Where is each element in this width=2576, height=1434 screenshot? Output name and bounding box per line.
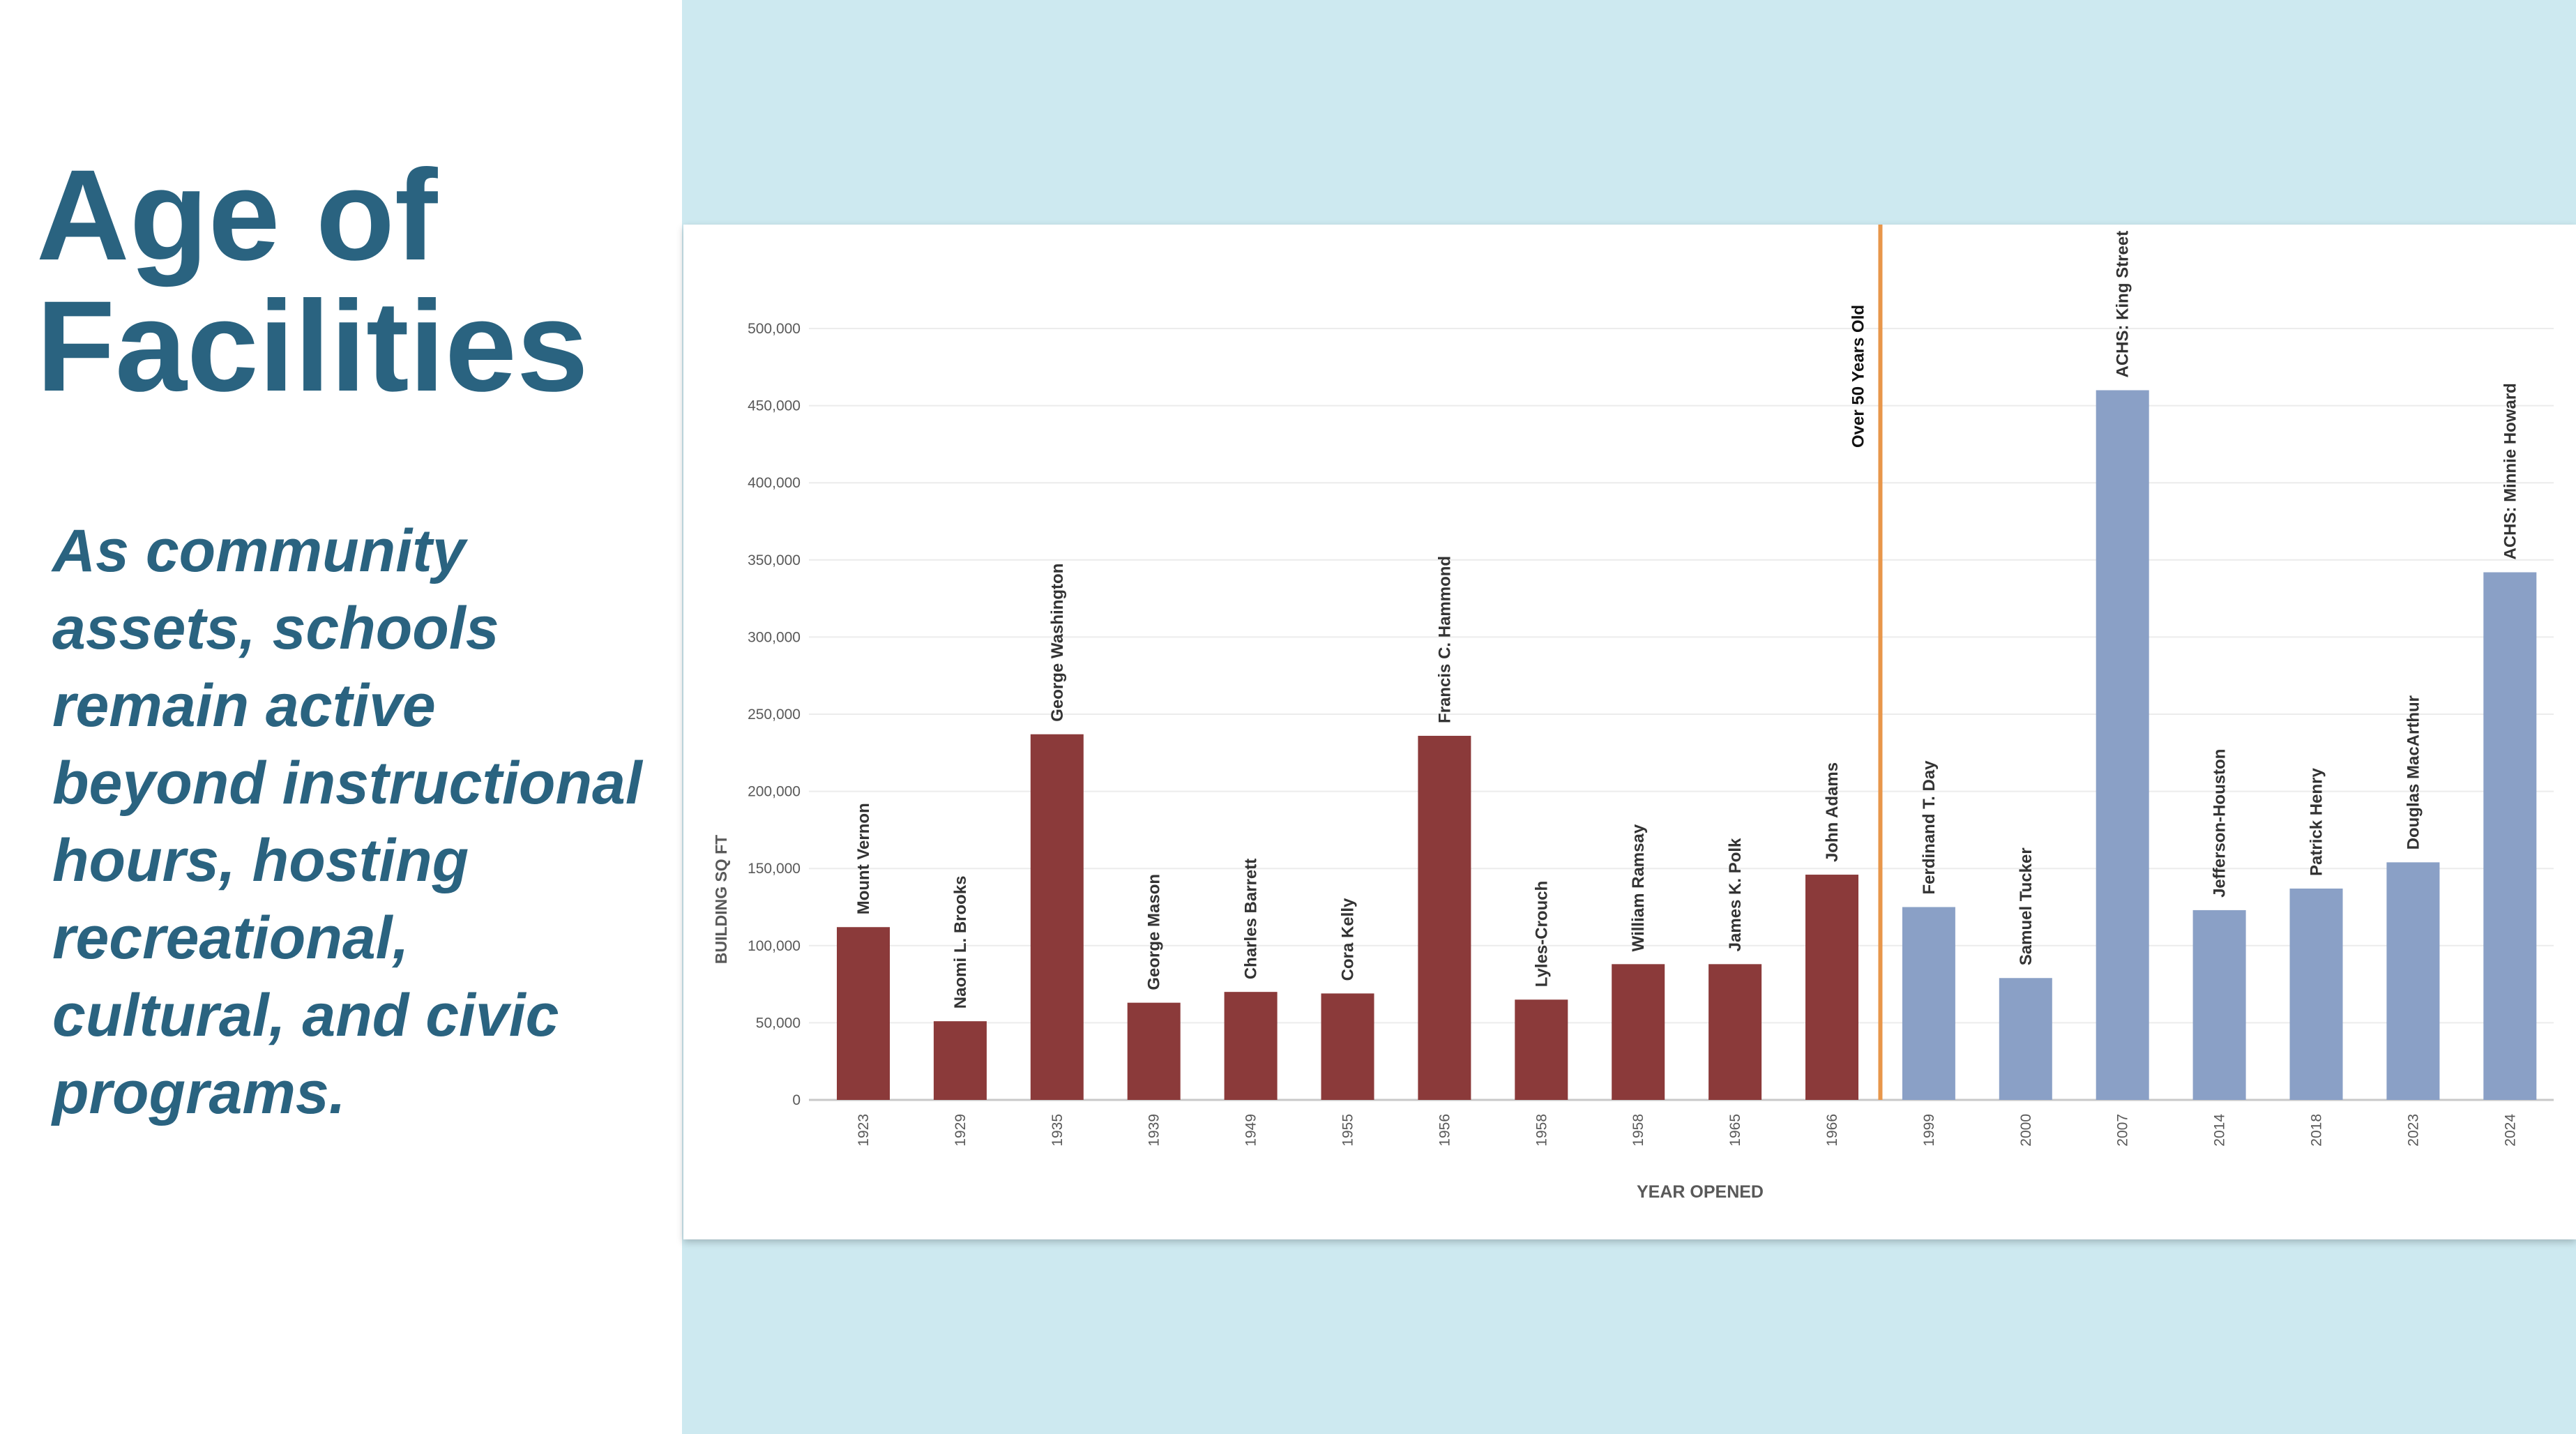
y-tick-label: 150,000 <box>748 861 801 877</box>
bar <box>2192 910 2246 1100</box>
x-tick-label: 1999 <box>1921 1114 1937 1147</box>
bar-school-label: Samuel Tucker <box>2017 847 2036 965</box>
bar-school-label: Ferdinand T. Day <box>1920 760 1939 895</box>
chart-card: 0 50,000 100,000 150,000 200,000 250,000 300,0… <box>683 225 2576 1239</box>
y-tick-label: 400,000 <box>748 475 801 491</box>
bar <box>1321 993 1374 1100</box>
bar-school-label: James K. Polk <box>1726 838 1745 951</box>
x-tick-label: 1966 <box>1824 1114 1840 1147</box>
x-tick-label: 1956 <box>1437 1114 1453 1147</box>
bar <box>2483 572 2537 1100</box>
over-50-divider-label: Over 50 Years Old <box>1849 305 1867 448</box>
bar <box>933 1021 987 1100</box>
bar-school-label: ACHS: Minnie Howard <box>2501 383 2520 559</box>
x-tick-label: 1939 <box>1146 1114 1162 1147</box>
y-tick-label: 350,000 <box>748 552 801 568</box>
bar <box>2289 888 2343 1100</box>
bar-school-label: Douglas MacArthur <box>2404 695 2423 850</box>
x-tick-label: 2018 <box>2309 1114 2325 1147</box>
x-tick-label: 1935 <box>1050 1114 1066 1147</box>
x-tick-label: 2023 <box>2405 1114 2421 1147</box>
bar <box>2096 390 2149 1100</box>
x-tick-label: 1949 <box>1243 1114 1259 1147</box>
bar-school-label: William Ramsay <box>1629 824 1648 951</box>
bar <box>1127 1002 1181 1100</box>
bar-school-label: Charles Barrett <box>1242 859 1261 979</box>
x-tick-label: 1929 <box>953 1114 969 1147</box>
y-tick-label: 500,000 <box>748 321 801 337</box>
bar-school-label: Cora Kelly <box>1339 898 1358 981</box>
y-tick-label: 50,000 <box>756 1015 801 1031</box>
bar <box>1902 907 1955 1100</box>
bar-school-label: Mount Vernon <box>854 803 873 914</box>
bar <box>1805 875 1858 1100</box>
y-tick-label: 250,000 <box>748 707 801 723</box>
y-tick-label: 0 <box>792 1092 801 1108</box>
x-tick-label: 1958 <box>1630 1114 1646 1147</box>
bar-school-label: Jefferson-Houston <box>2211 749 2229 898</box>
bar <box>1224 992 1278 1100</box>
bar-school-label: John Adams <box>1823 762 1842 862</box>
x-tick-label: 1965 <box>1727 1114 1743 1147</box>
x-tick-label: 2000 <box>2018 1114 2034 1147</box>
bar-school-label: George Mason <box>1145 874 1164 990</box>
bar <box>2386 862 2440 1100</box>
slide-title: Age of Facilities <box>36 144 589 418</box>
x-tick-label: 2014 <box>2212 1114 2228 1147</box>
bar <box>1418 735 1471 1100</box>
y-tick-label: 450,000 <box>748 398 801 414</box>
y-tick-label: 300,000 <box>748 629 801 645</box>
bar-school-label: George Washington <box>1048 564 1067 722</box>
bar-school-label: Francis C. Hammond <box>1435 556 1454 723</box>
bar <box>1709 964 1762 1100</box>
bar <box>1030 734 1084 1100</box>
bar-school-label: ACHS: King Street <box>2114 231 2132 378</box>
bar-school-label: Patrick Henry <box>2308 768 2326 876</box>
bar-chart: 0 50,000 100,000 150,000 200,000 250,000 300,0… <box>712 225 2554 1202</box>
y-tick-label: 100,000 <box>748 938 801 954</box>
bar <box>1515 999 1568 1100</box>
text-panel: Age of Facilities As community assets, s… <box>0 0 682 1434</box>
x-tick-label: 2007 <box>2115 1114 2131 1147</box>
bar <box>1999 978 2052 1100</box>
x-tick-label: 2024 <box>2502 1114 2518 1147</box>
x-tick-label: 1958 <box>1533 1114 1550 1147</box>
bar <box>1612 964 1665 1100</box>
x-axis-title: YEAR OPENED <box>1637 1182 1764 1202</box>
slide-body-text: As community assets, schools remain acti… <box>52 518 642 1126</box>
x-tick-label: 1955 <box>1340 1114 1356 1147</box>
y-tick-label: 200,000 <box>748 784 801 800</box>
bar <box>837 927 890 1100</box>
bar-school-label: Lyles-Crouch <box>1532 881 1551 987</box>
bar-school-label: Naomi L. Brooks <box>951 875 970 1009</box>
y-axis-title: BUILDING SQ FT <box>712 835 730 964</box>
x-tick-label: 1923 <box>856 1114 872 1147</box>
